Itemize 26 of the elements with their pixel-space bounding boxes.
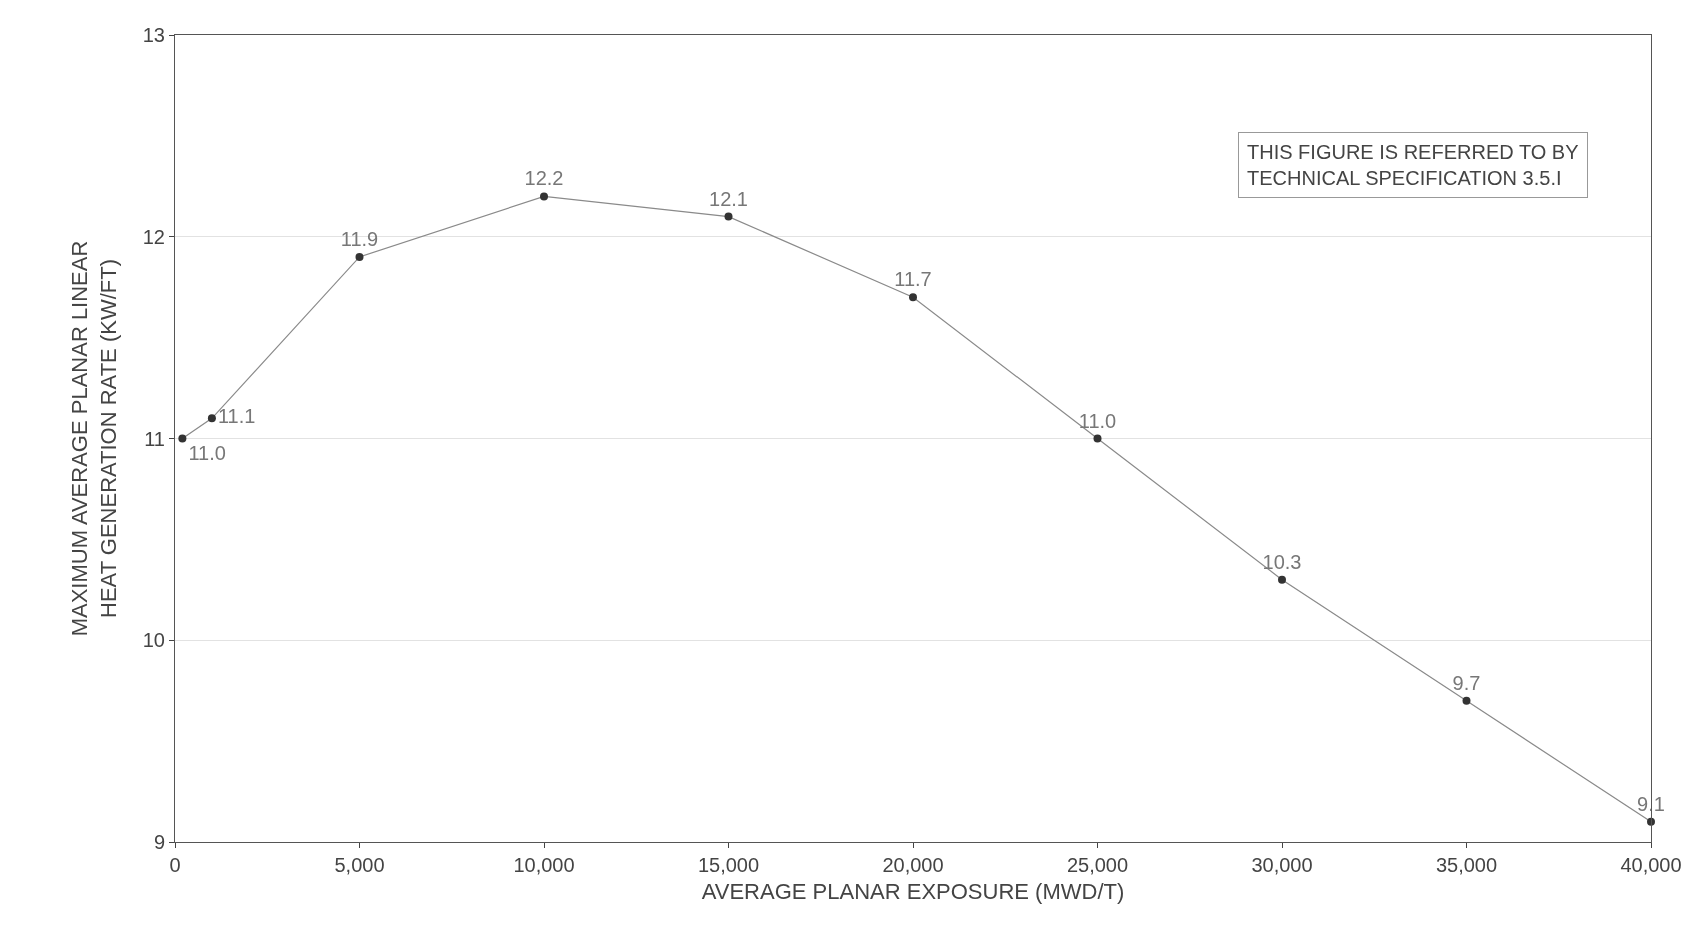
annotation: THIS FIGURE IS REFERRED TO BY TECHNICAL SPECIFICATION 3.5.I: [1247, 141, 1579, 189]
y-tick-label: 12: [142, 225, 165, 248]
data-label: 11.0: [1078, 409, 1117, 432]
x-tick-label: 20,000: [882, 854, 944, 876]
x-tick-label: 30,000: [1251, 854, 1313, 876]
x-axis-title: AVERAGE PLANAR EXPOSURE (MWD/T): [701, 878, 1125, 904]
x-tick-label: 35,000: [1435, 854, 1498, 876]
data-label: 11.1: [217, 405, 256, 428]
x-tick-label: 0: [169, 854, 181, 876]
y-tick-label: 10: [142, 629, 165, 652]
data-label: 9.7: [1452, 671, 1481, 694]
data-label: 11.7: [894, 268, 932, 291]
data-label: 11.0: [188, 441, 226, 464]
x-tick-label: 40,000: [1620, 854, 1682, 876]
x-tick-label: 15,000: [697, 854, 760, 876]
x-tick-label: 25,000: [1066, 854, 1129, 876]
data-label: 10.3: [1262, 550, 1302, 573]
data-label: 11.9: [340, 227, 379, 250]
y-tick-label: 9: [153, 831, 165, 853]
data-label: 12.2: [524, 167, 564, 190]
y-tick-label: 11: [144, 427, 165, 450]
y-tick-label: 13: [142, 24, 165, 46]
x-tick-label: 10,000: [513, 854, 575, 876]
data-label: 12.1: [709, 187, 748, 210]
y-axis-title: MAXIMUM AVERAGE PLANAR LINEAR HEAT GENERATION RATE (KW/FT): [66, 240, 121, 637]
x-tick-label: 5,000: [334, 854, 385, 876]
